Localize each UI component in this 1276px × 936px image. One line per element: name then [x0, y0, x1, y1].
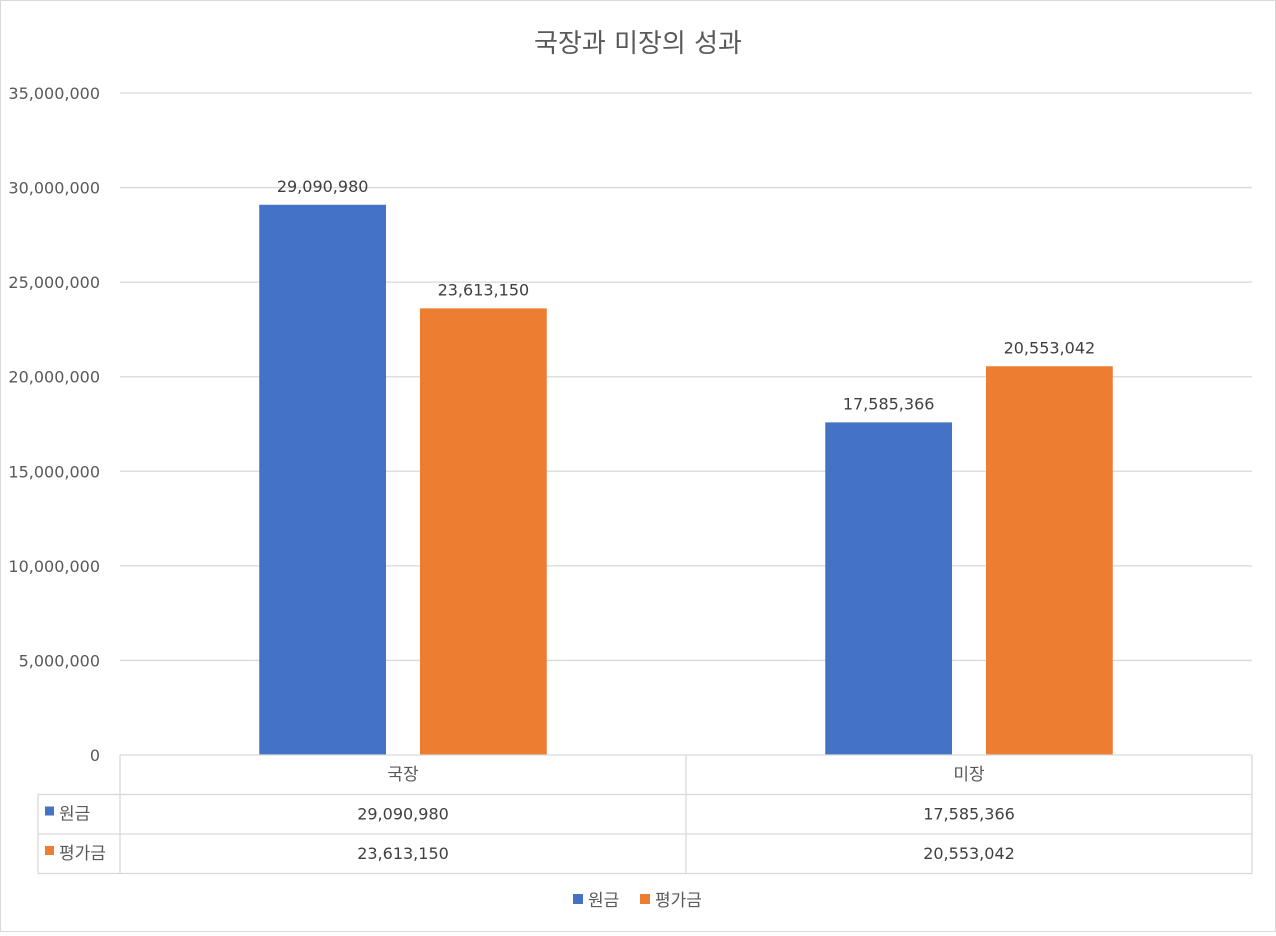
y-tick-label: 30,000,000	[8, 179, 100, 198]
table-cell: 17,585,366	[923, 805, 1015, 824]
table-cell: 23,613,150	[357, 844, 449, 863]
bar	[259, 204, 387, 755]
legend-label: 평가금	[655, 891, 702, 911]
y-tick-label: 20,000,000	[8, 368, 100, 387]
table-cell: 29,090,980	[357, 805, 449, 824]
y-axis-ticks: 0 5,000,000 10,000,000 15,000,000 20,000,000…	[8, 84, 100, 765]
data-label: 20,553,042	[1004, 338, 1096, 357]
category-label: 국장	[387, 765, 419, 785]
y-tick-label: 25,000,000	[8, 273, 100, 292]
table-series-name: 평가금	[59, 844, 106, 864]
data-labels: 29,090,980 17,585,366 23,613,150 20,553,042	[277, 177, 1095, 414]
y-tick-label: 0	[90, 746, 100, 765]
legend: 원금 평가금	[573, 891, 702, 911]
category-label: 미장	[953, 765, 985, 785]
y-tick-label: 5,000,000	[19, 651, 100, 670]
legend-swatch	[640, 894, 650, 904]
table-cell: 20,553,042	[923, 844, 1015, 863]
bar	[825, 422, 953, 755]
table-series-swatch	[45, 846, 54, 855]
y-tick-label: 10,000,000	[8, 557, 100, 576]
data-label: 23,613,150	[438, 280, 530, 299]
y-tick-label: 15,000,000	[8, 462, 100, 481]
bar	[419, 308, 547, 755]
table-series-swatch	[45, 806, 54, 816]
legend-swatch	[573, 894, 583, 904]
table-series-name: 원금	[59, 805, 90, 825]
legend-label: 원금	[588, 891, 619, 911]
data-label: 17,585,366	[843, 394, 935, 413]
y-tick-label: 35,000,000	[8, 84, 100, 103]
bar	[985, 366, 1113, 755]
chart-title: 국장과 미장의 성과	[534, 29, 742, 59]
bars	[259, 204, 1113, 755]
data-label: 29,090,980	[277, 177, 369, 196]
